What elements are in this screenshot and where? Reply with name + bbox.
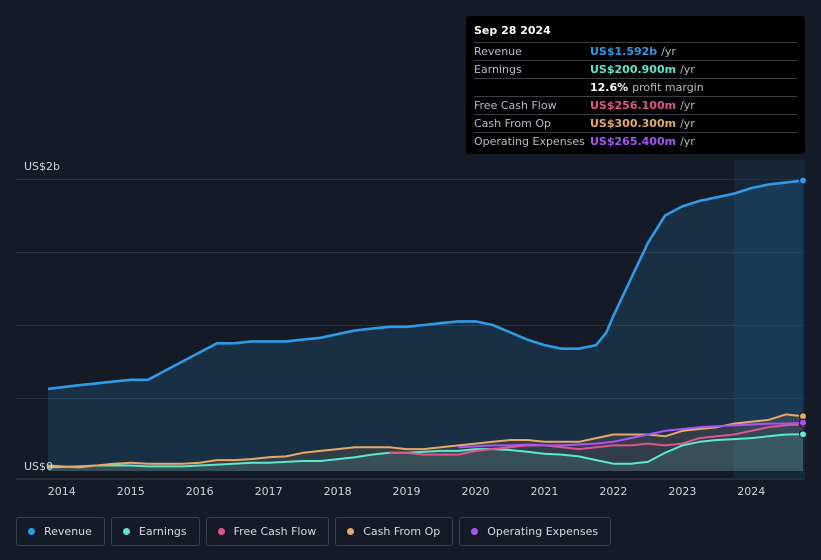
- legend-dot-icon: [471, 528, 479, 535]
- revenue-end-marker: [799, 176, 807, 185]
- tooltip-row-label: Cash From Op: [474, 117, 552, 130]
- legend-item-free-cash-flow[interactable]: Free Cash Flow: [205, 517, 330, 546]
- y-axis-min-label: US$0: [24, 460, 53, 473]
- legend-dot-icon: [217, 528, 225, 535]
- tooltip-row-value: US$256.100m: [590, 99, 677, 112]
- x-tick-label: 2016: [186, 485, 214, 498]
- tooltip-date: Sep 28 2024: [474, 24, 551, 37]
- legend-item-earnings[interactable]: Earnings: [110, 517, 200, 546]
- tooltip-row-value: US$200.900m: [590, 63, 677, 76]
- tooltip-row-value: 12.6%: [590, 81, 629, 94]
- x-tick-label: 2014: [48, 485, 76, 498]
- legend-label: Earnings: [138, 525, 187, 538]
- data-tooltip: Sep 28 2024 Revenue US$1.592b/yr Earnings U…: [466, 16, 805, 154]
- tooltip-row: Free Cash Flow US$256.100m/yr: [474, 96, 797, 114]
- legend-label: Revenue: [44, 525, 92, 538]
- legend-item-operating-expenses[interactable]: Operating Expenses: [459, 517, 612, 546]
- legend-item-cash-from-op[interactable]: Cash From Op: [335, 517, 454, 546]
- tooltip-row-unit: profit margin: [632, 81, 704, 94]
- x-tick-label: 2024: [737, 485, 765, 498]
- chart-legend: Revenue Earnings Free Cash Flow Cash From O…: [16, 517, 612, 546]
- free-cash-flow-line: [389, 423, 804, 456]
- tooltip-row-unit: /yr: [680, 117, 695, 130]
- tooltip-row-value: US$300.300m: [590, 117, 677, 130]
- tooltip-row: Earnings US$200.900m/yr: [474, 60, 797, 78]
- tooltip-row-unit: /yr: [661, 45, 676, 58]
- x-tick-label: 2018: [324, 485, 352, 498]
- legend-dot-icon: [347, 528, 355, 535]
- legend-label: Operating Expenses: [487, 525, 599, 538]
- y-axis-labels: US$2b US$0: [24, 160, 60, 473]
- tooltip-row-unit: /yr: [680, 99, 695, 112]
- x-tick-label: 2021: [530, 485, 558, 498]
- y-axis-max-label: US$2b: [24, 160, 60, 173]
- legend-label: Free Cash Flow: [233, 525, 317, 538]
- series-end-markers: [799, 176, 807, 439]
- x-tick-label: 2023: [668, 485, 696, 498]
- earnings-line: [47, 433, 804, 469]
- x-axis-labels: 2014 2015 2016 2017 2018 2019 2020 2021 2022 2023…: [48, 485, 765, 498]
- x-tick-label: 2020: [461, 485, 489, 498]
- tooltip-row-unit: /yr: [680, 63, 695, 76]
- legend-item-revenue[interactable]: Revenue: [16, 517, 105, 546]
- x-tick-label: 2017: [255, 485, 283, 498]
- tooltip-row-label: Earnings: [474, 63, 522, 76]
- tooltip-row-value: US$1.592b: [590, 45, 658, 58]
- tooltip-row-label: Revenue: [474, 45, 522, 58]
- revenue-line: [47, 179, 804, 391]
- earnings-end-marker: [799, 430, 807, 439]
- tooltip-row-unit: /yr: [680, 135, 695, 148]
- legend-dot-icon: [28, 528, 35, 535]
- tooltip-row: Revenue US$1.592b/yr: [474, 42, 797, 60]
- series-lines: [47, 179, 804, 469]
- x-tick-label: 2015: [117, 485, 145, 498]
- tooltip-row-value: US$265.400m: [590, 135, 677, 148]
- x-tick-label: 2019: [393, 485, 421, 498]
- legend-dot-icon: [122, 528, 130, 535]
- legend-label: Cash From Op: [363, 525, 441, 538]
- tooltip-row: Cash From Op US$300.300m/yr: [474, 114, 797, 132]
- operating-expenses-end-marker: [799, 418, 807, 427]
- tooltip-rows: Revenue US$1.592b/yr Earnings US$200.900m/y…: [474, 42, 797, 150]
- x-tick-label: 2022: [599, 485, 627, 498]
- gridlines: [16, 179, 805, 480]
- tooltip-row-label: Operating Expenses: [474, 135, 585, 148]
- cash-from-op-line: [47, 413, 804, 469]
- tooltip-row-label: Free Cash Flow: [474, 99, 557, 112]
- tooltip-row: 12.6% profit margin: [474, 78, 797, 96]
- operating-expenses-line: [458, 421, 804, 449]
- cash-from-op-area: [48, 414, 803, 471]
- tooltip-row: Operating Expenses US$265.400m/yr: [474, 132, 797, 150]
